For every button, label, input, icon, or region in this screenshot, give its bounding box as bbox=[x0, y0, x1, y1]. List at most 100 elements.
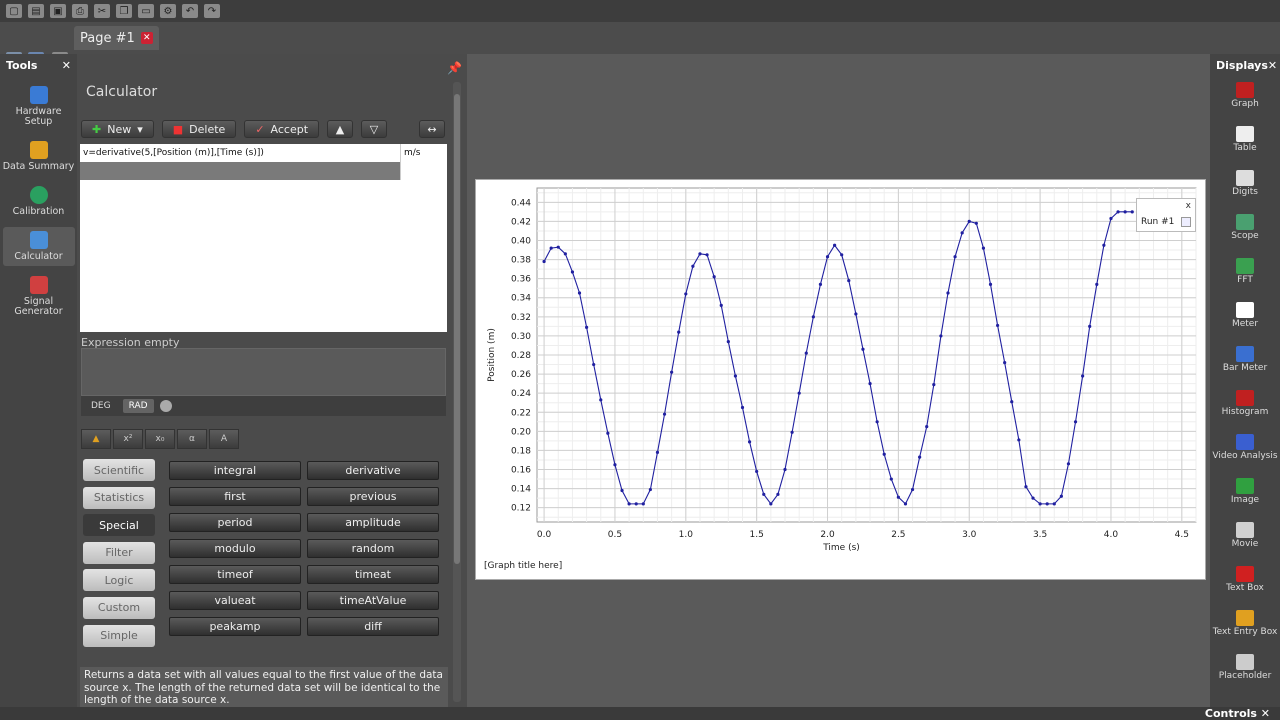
fft-icon bbox=[1236, 258, 1254, 274]
deg-toggle[interactable]: DEG bbox=[91, 401, 111, 411]
func-first-button[interactable]: first bbox=[169, 487, 301, 506]
display-video-analysis[interactable]: Video Analysis bbox=[1212, 432, 1278, 472]
data-point bbox=[875, 420, 879, 424]
graph-title[interactable]: [Graph title here] bbox=[484, 561, 563, 571]
display-image[interactable]: Image bbox=[1212, 476, 1278, 516]
display-placeholder[interactable]: Placeholder bbox=[1212, 652, 1278, 692]
category-filter[interactable]: Filter bbox=[83, 541, 155, 564]
y-tick-label: 0.12 bbox=[511, 504, 531, 514]
position-time-chart[interactable]: 0.0 0.5 1.0 1.5 2.0 2.5 3.0 3.5 4.0 4.5 0.12 0.14 0.… bbox=[476, 180, 1207, 560]
category-scientific[interactable]: Scientific bbox=[83, 459, 155, 481]
data-point bbox=[570, 270, 575, 274]
alpha-icon[interactable]: α bbox=[177, 429, 207, 449]
tools-title: Tools bbox=[6, 58, 38, 72]
expand-button[interactable]: ↔ bbox=[419, 120, 446, 138]
subscript-icon[interactable]: x₀ bbox=[145, 429, 175, 449]
data-point bbox=[655, 450, 660, 454]
data-point bbox=[1116, 210, 1120, 214]
close-tools-icon[interactable]: ✕ bbox=[61, 58, 71, 72]
expression-text[interactable]: v=derivative(5,[Position (m)],[Time (s)]… bbox=[83, 148, 264, 158]
display-scope[interactable]: Scope bbox=[1212, 212, 1278, 252]
settings-icon[interactable]: ⚙ bbox=[160, 4, 176, 18]
func-random-button[interactable]: random bbox=[307, 539, 439, 558]
tool-signal-generator[interactable]: Signal Generator bbox=[3, 272, 75, 321]
category-statistics[interactable]: Statistics bbox=[83, 486, 155, 509]
display-histogram[interactable]: Histogram bbox=[1212, 388, 1278, 428]
display-movie[interactable]: Movie bbox=[1212, 520, 1278, 560]
text-icon[interactable]: A bbox=[209, 429, 239, 449]
category-special[interactable]: Special bbox=[83, 514, 155, 537]
new-file-icon[interactable]: ▢ bbox=[6, 4, 22, 18]
legend-series-marker[interactable] bbox=[1181, 217, 1191, 227]
move-up-button[interactable]: ▲ bbox=[327, 120, 354, 138]
graph-legend[interactable]: x Run #1 bbox=[1136, 198, 1196, 232]
data-point bbox=[726, 340, 730, 344]
y-tick-label: 0.22 bbox=[511, 408, 531, 418]
func-previous-button[interactable]: previous bbox=[307, 487, 439, 506]
display-digits[interactable]: Digits bbox=[1212, 168, 1278, 208]
display-text-entry-box[interactable]: Text Entry Box bbox=[1212, 608, 1278, 648]
display-bar-meter[interactable]: Bar Meter bbox=[1212, 344, 1278, 384]
func-diff-button[interactable]: diff bbox=[307, 617, 439, 636]
accept-button[interactable]: ✓ Accept bbox=[244, 120, 320, 138]
copy-icon[interactable]: ❐ bbox=[116, 4, 132, 18]
graph-display[interactable]: 0.0 0.5 1.0 1.5 2.0 2.5 3.0 3.5 4.0 4.5 0.12 0.14 0.… bbox=[475, 179, 1206, 580]
tool-hardware-setup[interactable]: Hardware Setup bbox=[3, 82, 75, 131]
data-point bbox=[967, 219, 971, 223]
func-amplitude-button[interactable]: amplitude bbox=[307, 513, 439, 532]
display-meter[interactable]: Meter bbox=[1212, 300, 1278, 340]
rad-toggle[interactable]: RAD bbox=[122, 399, 154, 413]
controls-label[interactable]: Controls ✕ bbox=[1204, 707, 1270, 720]
new-button[interactable]: ✚ New ▾ bbox=[81, 120, 154, 138]
tool-calibration[interactable]: Calibration bbox=[3, 182, 75, 221]
func-integral-button[interactable]: integral bbox=[169, 461, 301, 480]
func-period-button[interactable]: period bbox=[169, 513, 301, 532]
save-icon[interactable]: ▣ bbox=[50, 4, 66, 18]
tool-calculator[interactable]: Calculator bbox=[2, 227, 75, 266]
data-point bbox=[833, 243, 837, 247]
func-valueat-button[interactable]: valueat bbox=[169, 591, 301, 610]
undo-icon[interactable]: ↶ bbox=[182, 4, 198, 18]
move-down-button[interactable]: ▽ bbox=[361, 120, 388, 138]
pin-icon[interactable]: 📌 bbox=[447, 61, 462, 75]
signal-generator-icon bbox=[29, 276, 48, 294]
data-point bbox=[1003, 361, 1007, 365]
new-expression-row[interactable] bbox=[80, 162, 400, 180]
data-point bbox=[542, 259, 546, 264]
redo-icon[interactable]: ↷ bbox=[204, 4, 220, 18]
display-label: Digits bbox=[1232, 187, 1258, 197]
func-modulo-button[interactable]: modulo bbox=[169, 539, 301, 558]
display-table[interactable]: Table bbox=[1212, 124, 1278, 164]
expression-unit[interactable]: m/s bbox=[404, 148, 421, 158]
display-fft[interactable]: FFT bbox=[1212, 256, 1278, 296]
display-graph[interactable]: Graph bbox=[1212, 80, 1278, 120]
func-timeatvalue-button[interactable]: timeAtValue bbox=[307, 591, 439, 610]
close-displays-icon[interactable]: ✕ bbox=[1267, 58, 1278, 72]
power-icon[interactable]: x² bbox=[113, 429, 143, 449]
data-summary-icon[interactable]: ▲ bbox=[81, 429, 111, 449]
open-folder-icon[interactable]: ▤ bbox=[28, 4, 44, 18]
display-text-box[interactable]: Text Box bbox=[1212, 564, 1278, 604]
category-logic[interactable]: Logic bbox=[83, 569, 155, 592]
data-point bbox=[918, 455, 922, 459]
tool-data-summary[interactable]: Data Summary bbox=[3, 137, 75, 176]
func-timeof-button[interactable]: timeof bbox=[169, 565, 301, 584]
paste-icon[interactable]: ▭ bbox=[138, 4, 154, 18]
close-tab-icon[interactable]: ✕ bbox=[140, 32, 153, 44]
cut-icon[interactable]: ✂ bbox=[94, 4, 110, 18]
expression-list[interactable]: v=derivative(5,[Position (m)],[Time (s)]… bbox=[80, 144, 447, 332]
func-derivative-button[interactable]: derivative bbox=[307, 461, 439, 480]
print-icon[interactable]: ⎙ bbox=[72, 4, 88, 18]
calculator-scrollbar-thumb[interactable] bbox=[454, 94, 460, 564]
clear-icon[interactable] bbox=[159, 400, 172, 412]
expression-editor[interactable] bbox=[81, 348, 446, 396]
delete-button[interactable]: ■ Delete bbox=[161, 120, 237, 138]
data-point bbox=[627, 502, 631, 506]
tab-page-1[interactable]: Page #1 ✕ bbox=[74, 26, 159, 50]
func-timeat-button[interactable]: timeat bbox=[307, 565, 439, 584]
data-point bbox=[790, 430, 794, 434]
legend-close-icon[interactable]: x bbox=[1185, 201, 1191, 211]
category-custom[interactable]: Custom bbox=[83, 596, 155, 619]
category-simple[interactable]: Simple bbox=[83, 624, 155, 647]
func-peakamp-button[interactable]: peakamp bbox=[169, 617, 301, 636]
